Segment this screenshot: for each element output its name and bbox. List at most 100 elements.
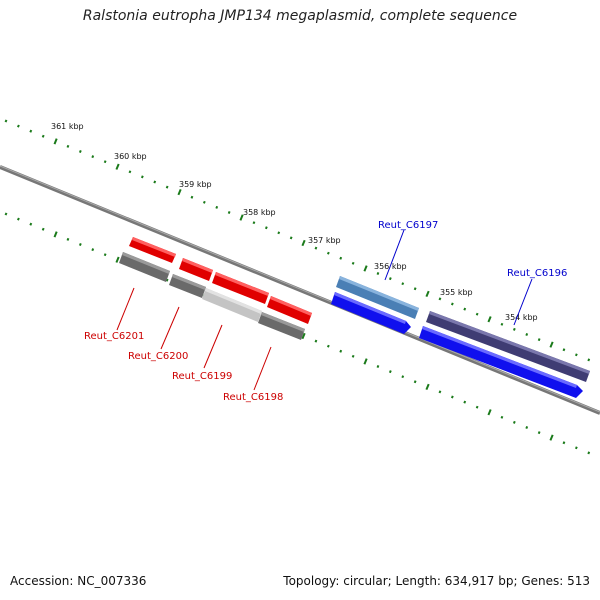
- minor-tick: [537, 338, 541, 342]
- minor-tick: [587, 451, 591, 455]
- minor-tick: [190, 195, 194, 199]
- minor-tick: [376, 365, 380, 368]
- gene-label-reut-c6197[interactable]: Reut_C6197: [378, 220, 438, 231]
- minor-tick: [401, 282, 405, 286]
- minor-tick: [16, 124, 20, 128]
- minor-tick: [165, 278, 169, 282]
- minor-tick: [66, 237, 70, 241]
- kbp-ticks-outer: [4, 119, 591, 362]
- kbp-label: 354 kbp: [505, 313, 538, 322]
- minor-tick: [4, 212, 8, 216]
- major-tick: [177, 189, 182, 196]
- gene-reut-c6196[interactable]: [419, 326, 583, 398]
- kbp-label: 358 kbp: [243, 208, 276, 217]
- major-tick: [53, 231, 58, 238]
- gene-reut-c6197-upper[interactable]: [336, 276, 419, 319]
- minor-tick: [351, 261, 355, 265]
- leader-reut-c6196: [513, 278, 533, 326]
- leader-reut-c6201: [116, 287, 135, 331]
- minor-tick: [314, 246, 318, 250]
- gene-label-reut-c6198[interactable]: Reut_C6198: [223, 392, 283, 403]
- minor-tick: [16, 217, 20, 221]
- gene-label-leaders: [116, 229, 533, 391]
- minor-tick: [78, 150, 82, 153]
- kbp-label: 355 kbp: [440, 288, 473, 297]
- gene-reut-c6199[interactable]: [202, 288, 262, 322]
- major-tick: [487, 409, 492, 416]
- minor-tick: [438, 390, 442, 394]
- minor-tick: [91, 248, 95, 252]
- gene-label-reut-c6196[interactable]: Reut_C6196: [507, 268, 567, 279]
- minor-tick: [376, 272, 380, 275]
- major-tick: [425, 290, 430, 297]
- minor-tick: [500, 415, 504, 419]
- minor-tick: [450, 395, 454, 399]
- gene-reut-c6198[interactable]: [258, 312, 305, 340]
- minor-tick: [525, 333, 529, 336]
- minor-tick: [314, 339, 318, 343]
- minor-tick: [500, 322, 504, 326]
- minor-tick: [252, 221, 256, 225]
- minor-tick: [29, 129, 33, 133]
- minor-tick: [413, 380, 417, 384]
- minor-tick: [525, 426, 529, 429]
- minor-tick: [103, 253, 107, 257]
- minor-tick: [91, 155, 95, 159]
- gene-reut-c6197[interactable]: [331, 292, 411, 334]
- minor-tick: [128, 170, 132, 174]
- gene-reut-c6201[interactable]: [119, 252, 170, 282]
- gene-reut-c6196-upper[interactable]: [426, 311, 590, 382]
- minor-tick: [537, 431, 541, 435]
- minor-tick: [326, 344, 330, 348]
- leader-reut-c6198: [253, 346, 272, 391]
- minor-tick: [574, 353, 578, 357]
- minor-tick: [463, 400, 467, 404]
- minor-tick: [215, 205, 219, 209]
- major-tick: [363, 358, 368, 365]
- minor-tick: [351, 354, 355, 358]
- minor-tick: [475, 405, 479, 409]
- minor-tick: [475, 312, 479, 316]
- minor-tick: [264, 226, 268, 230]
- minor-tick: [78, 243, 82, 246]
- gene-labels: Reut_C6201 Reut_C6200 Reut_C6199 Reut_C6…: [84, 220, 567, 403]
- minor-tick: [227, 211, 231, 214]
- major-tick: [363, 265, 368, 272]
- minor-tick: [289, 236, 293, 240]
- minor-tick: [463, 307, 467, 311]
- gene-reut-c6201-upper[interactable]: [129, 237, 176, 263]
- major-tick: [425, 383, 430, 390]
- gene-reut-c6200-upper[interactable]: [179, 258, 213, 281]
- minor-tick: [153, 180, 157, 184]
- kbp-label: 360 kbp: [114, 152, 147, 161]
- major-tick: [549, 434, 554, 441]
- minor-tick: [413, 287, 417, 291]
- major-tick: [115, 163, 120, 170]
- gene-label-reut-c6200[interactable]: Reut_C6200: [128, 351, 188, 362]
- minor-tick: [587, 358, 591, 362]
- kbp-labels: 361 kbp 360 kbp 359 kbp 358 kbp 357 kbp …: [51, 122, 538, 322]
- minor-tick: [512, 327, 516, 331]
- leader-reut-c6197: [384, 229, 405, 281]
- major-tick: [487, 316, 492, 323]
- minor-tick: [562, 441, 566, 445]
- minor-tick: [277, 231, 281, 235]
- gene-reut-c6198-upper[interactable]: [267, 296, 312, 324]
- major-tick: [239, 214, 244, 221]
- kbp-label: 361 kbp: [51, 122, 84, 131]
- minor-tick: [388, 370, 392, 374]
- minor-tick: [41, 134, 45, 138]
- gene-label-reut-c6201[interactable]: Reut_C6201: [84, 331, 144, 342]
- minor-tick: [388, 277, 392, 281]
- accession-text: Accession: NC_007336: [10, 574, 147, 588]
- minor-tick: [450, 302, 454, 306]
- minor-tick: [66, 144, 70, 148]
- minor-tick: [438, 297, 442, 301]
- gene-reut-c6199-upper[interactable]: [212, 272, 269, 304]
- major-tick: [53, 138, 58, 145]
- gene-label-reut-c6199[interactable]: Reut_C6199: [172, 371, 232, 382]
- major-tick: [301, 332, 306, 340]
- gene-reut-c6200[interactable]: [169, 274, 206, 298]
- leader-reut-c6200: [160, 306, 180, 350]
